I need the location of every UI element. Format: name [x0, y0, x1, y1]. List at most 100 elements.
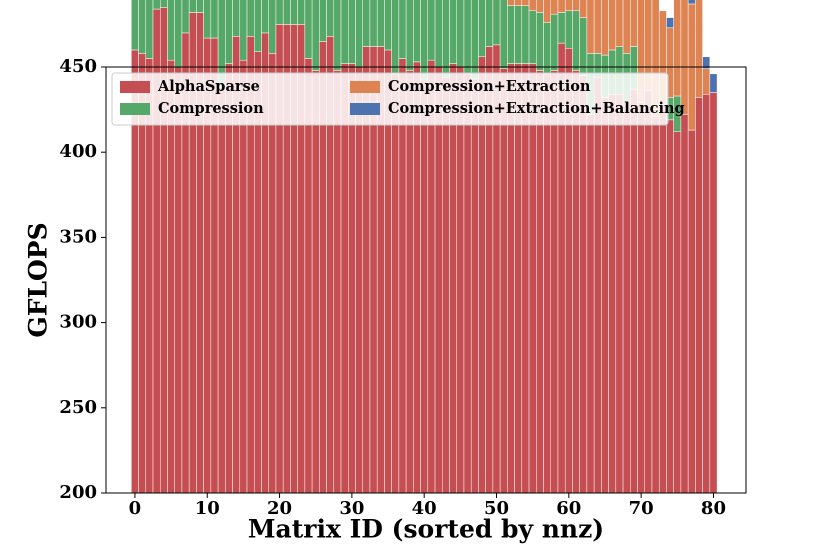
bar-segment	[507, 63, 515, 494]
bar-segment	[181, 0, 190, 34]
bar-segment	[528, 10, 537, 64]
legend: AlphaSparse Compression Compression+Extrac…	[111, 72, 685, 126]
bar-segment	[333, 70, 342, 494]
bar-segment	[174, 0, 183, 68]
bar-segment	[253, 0, 262, 52]
bar-segment	[442, 76, 450, 494]
bar-segment	[282, 0, 291, 25]
bar-segment	[528, 0, 537, 12]
bar-segment	[261, 0, 269, 34]
bar-segment	[499, 0, 508, 69]
bar-segment	[463, 0, 472, 75]
bar-segment	[695, 0, 703, 98]
bar-segment	[275, 0, 284, 25]
bar-segment	[557, 0, 566, 13]
bar-segment	[499, 68, 508, 494]
bar-segment	[586, 114, 595, 494]
bar-segment	[152, 0, 161, 10]
bar-segment	[528, 63, 537, 494]
bar-segment	[507, 5, 515, 64]
bar-segment	[550, 70, 559, 494]
bar-segment	[615, 0, 624, 47]
bar-segment	[536, 70, 544, 494]
bar-segment	[695, 97, 703, 494]
bar-segment	[405, 70, 414, 494]
bar-segment	[615, 94, 624, 494]
bar-segment	[268, 0, 277, 54]
bar-segment	[651, 116, 660, 494]
bar-segment	[557, 12, 566, 44]
bar-segment	[572, 70, 580, 494]
bar-segment	[521, 0, 530, 6]
bar-segment	[702, 68, 711, 95]
x-tick-label: 50	[484, 498, 509, 519]
y-tick-label: 450	[59, 56, 97, 77]
bar-segment	[637, 102, 646, 494]
bar-segment	[297, 0, 306, 25]
bar-segment	[449, 63, 457, 494]
bar-segment	[608, 0, 617, 51]
x-tick-label: 30	[339, 498, 364, 519]
bar-segment	[449, 0, 457, 64]
x-tick-label: 70	[629, 498, 654, 519]
x-tick-label: 10	[195, 498, 220, 519]
y-tick-label: 200	[59, 482, 97, 503]
legend-swatch	[350, 81, 380, 93]
bar-segment	[311, 70, 320, 494]
bar-segment	[608, 94, 617, 494]
bar-segment	[167, 0, 175, 61]
bar-segment	[536, 12, 544, 71]
bar-segment	[348, 0, 356, 64]
bar-segment	[687, 0, 696, 5]
bar-segment	[687, 129, 696, 494]
bar-segment	[470, 78, 479, 494]
bar-segment	[319, 0, 327, 42]
bar-segment	[434, 66, 443, 494]
legend-label: Compression	[158, 100, 264, 117]
bar-segment	[188, 0, 197, 13]
bar-segment	[290, 0, 298, 25]
bar-segment	[666, 17, 674, 29]
bar-segment	[543, 73, 551, 494]
bar-segment	[391, 0, 400, 75]
bar-segment	[514, 0, 523, 6]
bar-segment	[384, 0, 392, 51]
bar-segment	[572, 0, 580, 12]
bar-segment	[427, 0, 436, 61]
bar-segment	[622, 100, 631, 494]
x-tick-label: 60	[556, 498, 581, 519]
bar-segment	[362, 0, 371, 47]
bar-segment	[239, 0, 248, 61]
bar-segment	[311, 0, 320, 71]
bar-segment	[492, 0, 501, 46]
bar-segment	[326, 0, 335, 37]
bar-segment	[478, 0, 486, 58]
bar-segment	[398, 0, 407, 59]
bar-segment	[434, 0, 443, 68]
bar-segment	[225, 63, 233, 494]
bar-segment	[348, 63, 356, 494]
bar-segment	[709, 92, 718, 494]
bar-segment	[138, 0, 147, 54]
y-tick-label: 350	[59, 226, 97, 247]
bar-segment	[514, 5, 523, 64]
bar-segment	[217, 87, 226, 494]
bar-segment	[355, 0, 363, 68]
bar-segment	[413, 0, 421, 63]
bar-segment	[376, 0, 385, 47]
legend-swatch	[120, 81, 150, 93]
bar-segment	[564, 10, 573, 49]
bar-segment	[572, 10, 580, 71]
legend-label: Compression+Extraction	[388, 78, 591, 95]
bar-segment	[159, 0, 168, 8]
bar-segment	[536, 0, 544, 13]
bar-segment	[630, 0, 638, 47]
bar-segment	[196, 0, 204, 13]
bar-segment	[601, 97, 609, 494]
bar-segment	[709, 73, 718, 93]
bar-segment	[463, 73, 472, 494]
bar-segment	[666, 119, 674, 494]
bar-segment	[369, 0, 378, 47]
x-axis-label: Matrix ID (sorted by nnz)	[248, 515, 604, 544]
y-tick-label: 250	[59, 397, 97, 418]
